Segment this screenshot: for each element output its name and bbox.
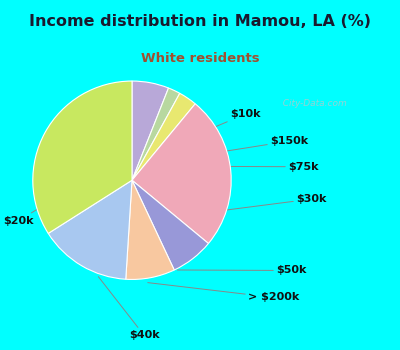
Text: $50k: $50k [177, 266, 306, 275]
Text: Income distribution in Mamou, LA (%): Income distribution in Mamou, LA (%) [29, 14, 371, 29]
Wedge shape [132, 93, 195, 180]
Text: $20k: $20k [4, 190, 69, 226]
Text: $40k: $40k [98, 277, 159, 340]
Text: $30k: $30k [204, 194, 326, 213]
Text: City-Data.com: City-Data.com [277, 99, 347, 108]
Wedge shape [126, 180, 174, 279]
Text: > $200k: > $200k [148, 282, 299, 302]
Wedge shape [132, 88, 180, 180]
Wedge shape [132, 180, 208, 270]
Wedge shape [132, 81, 168, 180]
Wedge shape [132, 104, 231, 244]
Text: $75k: $75k [174, 162, 318, 172]
Text: White residents: White residents [141, 52, 259, 65]
Wedge shape [33, 81, 132, 233]
Text: $150k: $150k [164, 136, 308, 161]
Text: $10k: $10k [148, 109, 260, 155]
Wedge shape [48, 180, 132, 279]
